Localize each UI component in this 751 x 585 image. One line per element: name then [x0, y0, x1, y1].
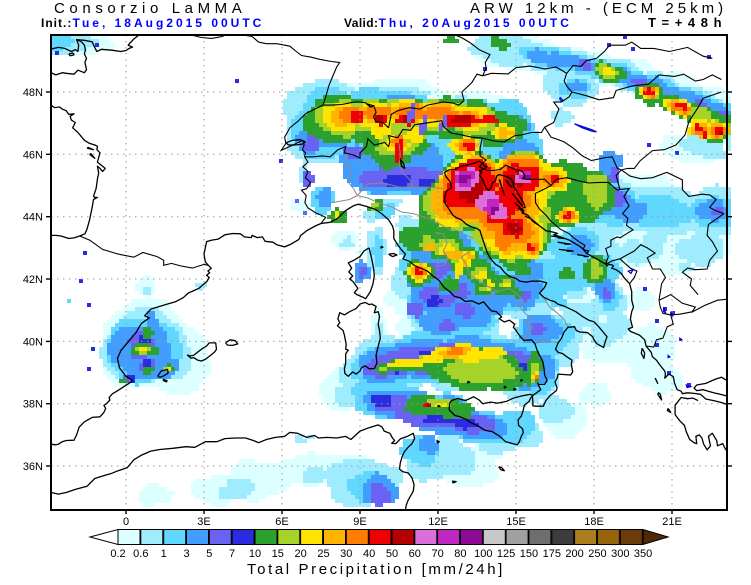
- svg-text:20: 20: [294, 548, 306, 560]
- svg-text:100: 100: [474, 548, 492, 560]
- svg-text:70: 70: [431, 548, 443, 560]
- svg-text:Consorzio LaMMA: Consorzio LaMMA: [54, 0, 246, 17]
- svg-text:40N: 40N: [23, 336, 43, 348]
- svg-text:15: 15: [272, 548, 284, 560]
- svg-text:80: 80: [454, 548, 466, 560]
- svg-text:300: 300: [611, 548, 629, 560]
- svg-text:ARW 12km - (ECM 25km): ARW 12km - (ECM 25km): [470, 0, 727, 17]
- svg-text:350: 350: [634, 548, 652, 560]
- svg-text:6E: 6E: [275, 516, 288, 528]
- svg-text:50: 50: [386, 548, 398, 560]
- svg-text:30: 30: [340, 548, 352, 560]
- svg-text:0.2: 0.2: [110, 548, 125, 560]
- svg-text:175: 175: [543, 548, 561, 560]
- svg-text:40: 40: [363, 548, 375, 560]
- svg-text:0: 0: [123, 516, 129, 528]
- svg-text:Valid:: Valid:: [344, 16, 378, 30]
- svg-text:250: 250: [588, 548, 606, 560]
- svg-text:200: 200: [565, 548, 583, 560]
- svg-text:38N: 38N: [23, 399, 43, 411]
- svg-text:125: 125: [497, 548, 515, 560]
- svg-text:9E: 9E: [353, 516, 366, 528]
- svg-text:48N: 48N: [23, 87, 43, 99]
- svg-text:46N: 46N: [23, 149, 43, 161]
- svg-text:15E: 15E: [506, 516, 526, 528]
- svg-text:Init.:: Init.:: [41, 16, 72, 30]
- svg-text:44N: 44N: [23, 212, 43, 224]
- svg-text:5: 5: [206, 548, 212, 560]
- svg-text:18E: 18E: [584, 516, 604, 528]
- svg-text:60: 60: [409, 548, 421, 560]
- svg-text:Tue, 18Aug2015 00UTC: Tue, 18Aug2015 00UTC: [73, 16, 265, 30]
- svg-text:Thu, 20Aug2015 00UTC: Thu, 20Aug2015 00UTC: [379, 16, 572, 30]
- svg-text:12E: 12E: [428, 516, 448, 528]
- svg-text:42N: 42N: [23, 274, 43, 286]
- svg-text:0.6: 0.6: [133, 548, 148, 560]
- svg-text:21E: 21E: [662, 516, 682, 528]
- svg-text:3E: 3E: [197, 516, 210, 528]
- svg-text:T=+48h: T=+48h: [648, 15, 727, 30]
- svg-text:7: 7: [229, 548, 235, 560]
- svg-text:3: 3: [183, 548, 189, 560]
- svg-text:10: 10: [249, 548, 261, 560]
- svg-text:Total Precipitation [mm/24h]: Total Precipitation [mm/24h]: [247, 561, 505, 578]
- svg-text:25: 25: [317, 548, 329, 560]
- svg-text:150: 150: [520, 548, 538, 560]
- svg-text:36N: 36N: [23, 461, 43, 473]
- svg-text:1: 1: [161, 548, 167, 560]
